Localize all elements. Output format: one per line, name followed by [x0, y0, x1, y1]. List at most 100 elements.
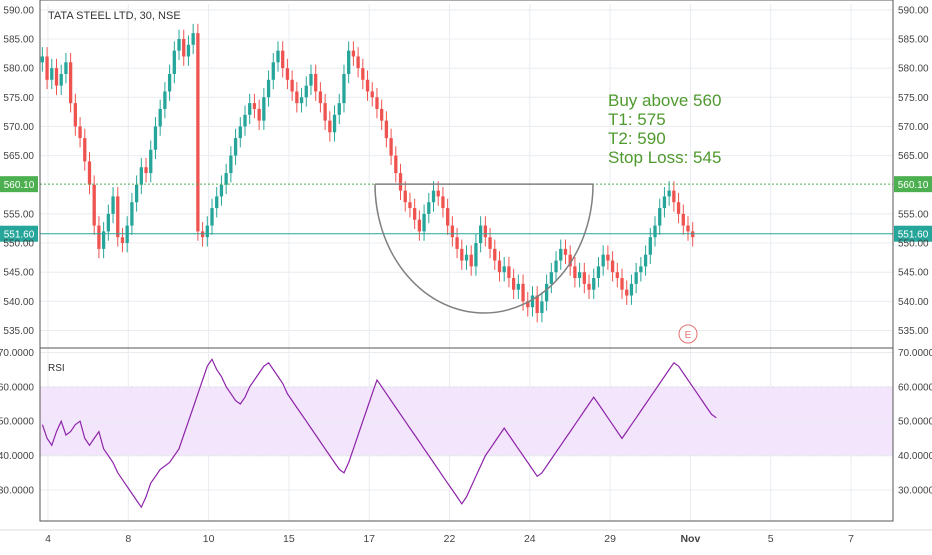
rsi-tick-left: 70.0000 — [0, 348, 34, 359]
candle — [394, 146, 398, 183]
candle — [488, 227, 492, 259]
candle — [530, 286, 535, 317]
candle-body — [629, 283, 634, 296]
candle — [101, 222, 106, 259]
candle — [549, 262, 553, 294]
price-tick-right: 580.00 — [898, 64, 929, 75]
candle — [299, 87, 304, 113]
candle-body — [337, 103, 341, 115]
candle — [568, 245, 572, 276]
price-tick-left: 555.00 — [3, 209, 34, 220]
rsi-tick-left: 50.0000 — [0, 417, 34, 428]
candle-body — [455, 237, 459, 249]
candle — [276, 41, 280, 72]
candle-body — [172, 50, 176, 74]
level-tag-right — [894, 176, 932, 193]
price-tick-right: 550.00 — [898, 239, 929, 250]
candle-body — [408, 202, 412, 209]
candle-body — [97, 225, 101, 249]
candle-body — [568, 254, 572, 267]
candle — [620, 268, 624, 300]
candle-body — [573, 266, 577, 279]
candle-body — [101, 231, 106, 249]
candle-body — [191, 33, 195, 45]
price-tick-left: 590.00 — [3, 5, 34, 16]
candle — [516, 274, 520, 300]
candle — [200, 222, 205, 247]
candle-body — [285, 68, 290, 80]
candle-body — [215, 196, 219, 209]
candle-body — [672, 190, 676, 203]
candle-body — [182, 38, 186, 57]
candle — [120, 227, 125, 253]
candle-body — [658, 208, 662, 226]
candle-body — [163, 91, 167, 109]
candle — [332, 105, 337, 142]
candle-body — [554, 260, 558, 273]
candle-body — [120, 237, 125, 244]
candle — [73, 93, 77, 136]
candle — [281, 41, 285, 78]
candle-body — [526, 301, 530, 308]
candle — [323, 93, 327, 130]
candle-body — [577, 272, 582, 279]
candle-body — [380, 108, 384, 121]
time-tick: 5 — [768, 533, 774, 545]
candle-body — [130, 202, 134, 226]
candle — [384, 111, 389, 148]
annotation-line: Buy above 560 — [608, 91, 721, 110]
candle-body — [50, 68, 54, 80]
rsi-tick-right: 30.0000 — [898, 486, 932, 497]
candle — [92, 175, 96, 235]
candle — [606, 245, 610, 270]
candle — [314, 64, 318, 101]
candle-body — [158, 108, 162, 127]
price-tick-right: 585.00 — [898, 34, 929, 45]
candle — [328, 111, 332, 142]
candle-body — [488, 237, 492, 249]
candle — [224, 163, 228, 195]
candle — [455, 227, 459, 259]
candle — [544, 274, 549, 311]
candle-body — [606, 254, 610, 261]
candle-body — [125, 225, 129, 244]
chart-title: TATA STEEL LTD, 30, NSE — [48, 10, 181, 22]
candle — [507, 257, 511, 288]
candle — [172, 41, 176, 84]
candle — [191, 23, 195, 55]
event-marker-circle[interactable] — [678, 324, 698, 344]
cup-arc — [374, 183, 594, 314]
candle-body — [134, 184, 139, 203]
candle-body — [620, 278, 624, 290]
time-tick: 29 — [604, 533, 616, 545]
candle — [653, 216, 657, 247]
event-marker[interactable]: E — [678, 324, 698, 344]
time-tick: 10 — [203, 533, 215, 545]
candle-body — [592, 278, 596, 290]
price-tick-left: 580.00 — [3, 64, 34, 75]
candle-body — [596, 266, 601, 279]
candle — [54, 58, 59, 95]
candle-body — [356, 56, 360, 69]
candle — [592, 268, 596, 300]
candle — [427, 192, 431, 224]
candle — [625, 280, 629, 305]
candle — [295, 82, 299, 113]
candle — [50, 58, 54, 90]
candle-body — [83, 138, 87, 162]
rsi-tick-right: 40.0000 — [898, 451, 932, 462]
candle-body — [342, 73, 346, 104]
candle — [182, 29, 186, 66]
rsi-line — [41, 358, 717, 509]
candle-body — [625, 289, 629, 296]
candle-body — [309, 73, 313, 86]
candle-body — [530, 295, 535, 308]
candle — [629, 274, 634, 305]
candle — [375, 87, 379, 119]
candle — [87, 152, 92, 195]
candle-body — [549, 272, 553, 284]
candle-body — [521, 283, 525, 302]
price-tick-right: 540.00 — [898, 297, 929, 308]
candle-body — [394, 155, 398, 174]
